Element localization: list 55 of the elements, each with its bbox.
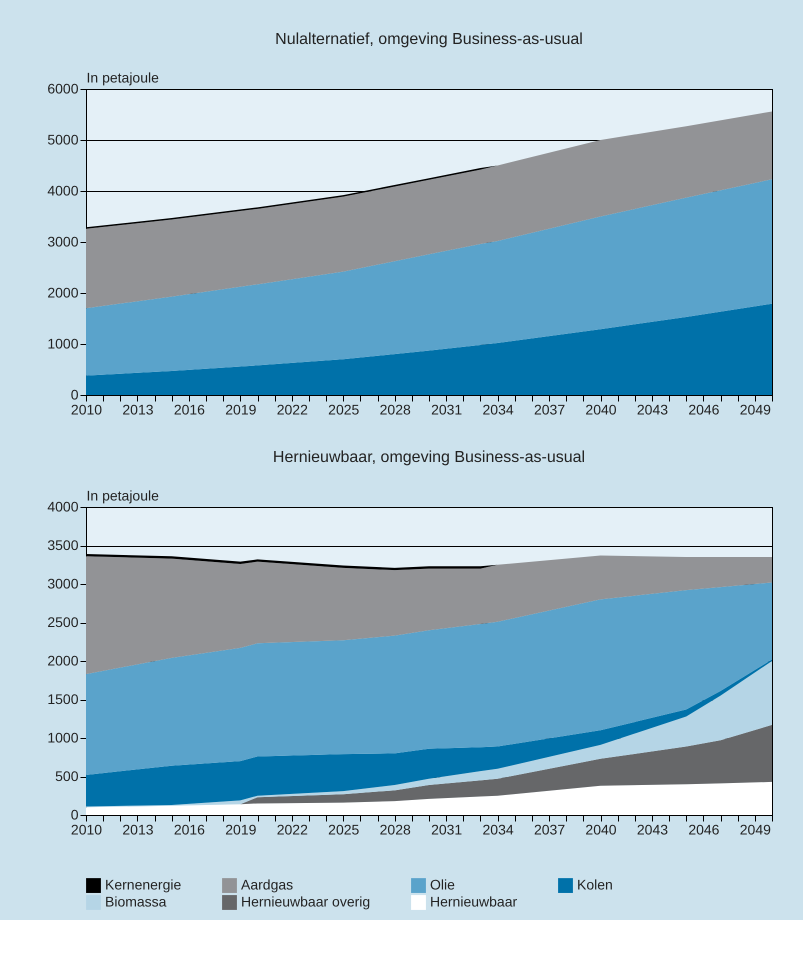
y-tick-label: 0	[70, 806, 79, 822]
x-tick-label: 2019	[225, 822, 257, 838]
x-tick-label: 2025	[328, 822, 360, 838]
x-tick-label: 2049	[740, 822, 772, 838]
x-tick-label: 2016	[174, 822, 206, 838]
y-axis-title: In petajoule	[86, 488, 160, 504]
y-tick-label: 0	[70, 386, 79, 402]
x-tick-label: 2037	[534, 822, 566, 838]
y-tick-label: 3000	[47, 234, 79, 250]
x-tick-label: 2034	[482, 822, 514, 838]
x-tick-label: 2043	[636, 822, 668, 838]
legend-label: Aardgas	[241, 876, 294, 893]
legend-label: Hernieuwbaar	[430, 894, 518, 910]
x-tick-label: 2019	[225, 402, 257, 418]
y-tick-label: 1500	[47, 691, 79, 707]
x-tick-label: 2025	[328, 402, 360, 418]
x-tick-label: 2022	[276, 822, 308, 838]
x-tick-label: 2013	[122, 402, 154, 418]
legend-label: Biomassa	[105, 894, 167, 910]
y-tick-label: 5000	[47, 132, 79, 148]
legend-label: Kernenergie	[105, 876, 182, 893]
y-tick-label: 4000	[47, 498, 79, 514]
y-tick-label: 3500	[47, 537, 79, 553]
x-tick-label: 2049	[740, 402, 772, 418]
y-tick-label: 2500	[47, 614, 79, 630]
y-tick-label: 1000	[47, 336, 79, 352]
x-tick-label: 2031	[431, 402, 462, 418]
y-tick-label: 2000	[47, 652, 79, 668]
x-tick-label: 2043	[636, 402, 668, 418]
chart-title: Nulalternatief, omgeving Business-as-usual	[275, 31, 583, 48]
y-tick-label: 2000	[47, 284, 79, 300]
x-tick-label: 2016	[174, 402, 206, 418]
x-tick-label: 2028	[380, 822, 411, 838]
y-tick-label: 1000	[47, 730, 79, 746]
chart-title: Hernieuwbaar, omgeving Business-as-usual	[272, 449, 586, 466]
x-tick-label: 2046	[688, 402, 720, 418]
legend-label: Kolen	[577, 876, 613, 893]
x-tick-label: 2046	[688, 822, 720, 838]
y-tick-label: 3000	[47, 576, 79, 592]
x-tick-label: 2010	[70, 402, 102, 418]
legend-label: Hernieuwbaar overig	[241, 894, 370, 910]
y-axis-title: In petajoule	[86, 70, 160, 86]
y-tick-label: 500	[55, 768, 79, 784]
y-tick-label: 6000	[47, 80, 79, 96]
x-tick-label: 2010	[70, 822, 102, 838]
x-tick-label: 2022	[276, 402, 308, 418]
x-tick-label: 2040	[585, 402, 617, 418]
y-tick-label: 4000	[47, 182, 79, 198]
x-tick-label: 2031	[431, 822, 462, 838]
legend-label: Olie	[430, 876, 456, 893]
x-tick-label: 2040	[585, 822, 617, 838]
x-tick-label: 2037	[534, 402, 566, 418]
x-tick-label: 2034	[482, 402, 514, 418]
x-tick-label: 2013	[122, 822, 154, 838]
x-tick-label: 2028	[380, 402, 411, 418]
